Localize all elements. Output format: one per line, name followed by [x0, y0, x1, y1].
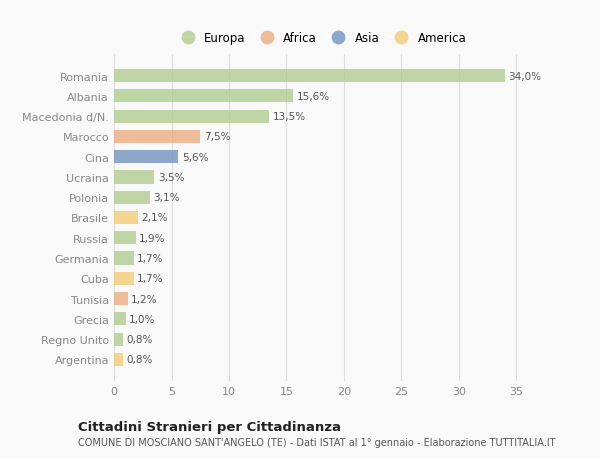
Bar	[114, 151, 178, 164]
Text: 5,6%: 5,6%	[182, 152, 208, 162]
Bar	[114, 70, 505, 83]
Text: 1,0%: 1,0%	[129, 314, 155, 324]
Text: 1,2%: 1,2%	[131, 294, 158, 304]
Bar	[114, 292, 128, 306]
Text: 34,0%: 34,0%	[508, 72, 541, 81]
Text: 15,6%: 15,6%	[297, 92, 330, 102]
Bar	[114, 333, 123, 346]
Text: COMUNE DI MOSCIANO SANT'ANGELO (TE) - Dati ISTAT al 1° gennaio - Elaborazione TU: COMUNE DI MOSCIANO SANT'ANGELO (TE) - Da…	[78, 437, 556, 447]
Text: Cittadini Stranieri per Cittadinanza: Cittadini Stranieri per Cittadinanza	[78, 420, 341, 433]
Bar	[114, 212, 138, 224]
Bar	[114, 191, 149, 204]
Bar	[114, 232, 136, 245]
Bar	[114, 313, 125, 326]
Text: 0,8%: 0,8%	[127, 355, 153, 364]
Text: 2,1%: 2,1%	[142, 213, 168, 223]
Text: 1,7%: 1,7%	[137, 274, 163, 284]
Legend: Europa, Africa, Asia, America: Europa, Africa, Asia, America	[172, 28, 470, 48]
Text: 1,7%: 1,7%	[137, 253, 163, 263]
Text: 7,5%: 7,5%	[204, 132, 230, 142]
Text: 3,5%: 3,5%	[158, 173, 184, 183]
Text: 0,8%: 0,8%	[127, 334, 153, 344]
Bar	[114, 353, 123, 366]
Bar	[114, 171, 154, 184]
Bar	[114, 90, 293, 103]
Bar	[114, 272, 134, 285]
Bar	[114, 130, 200, 144]
Bar	[114, 110, 269, 123]
Bar	[114, 252, 134, 265]
Text: 1,9%: 1,9%	[139, 233, 166, 243]
Text: 3,1%: 3,1%	[153, 193, 179, 203]
Text: 13,5%: 13,5%	[272, 112, 306, 122]
